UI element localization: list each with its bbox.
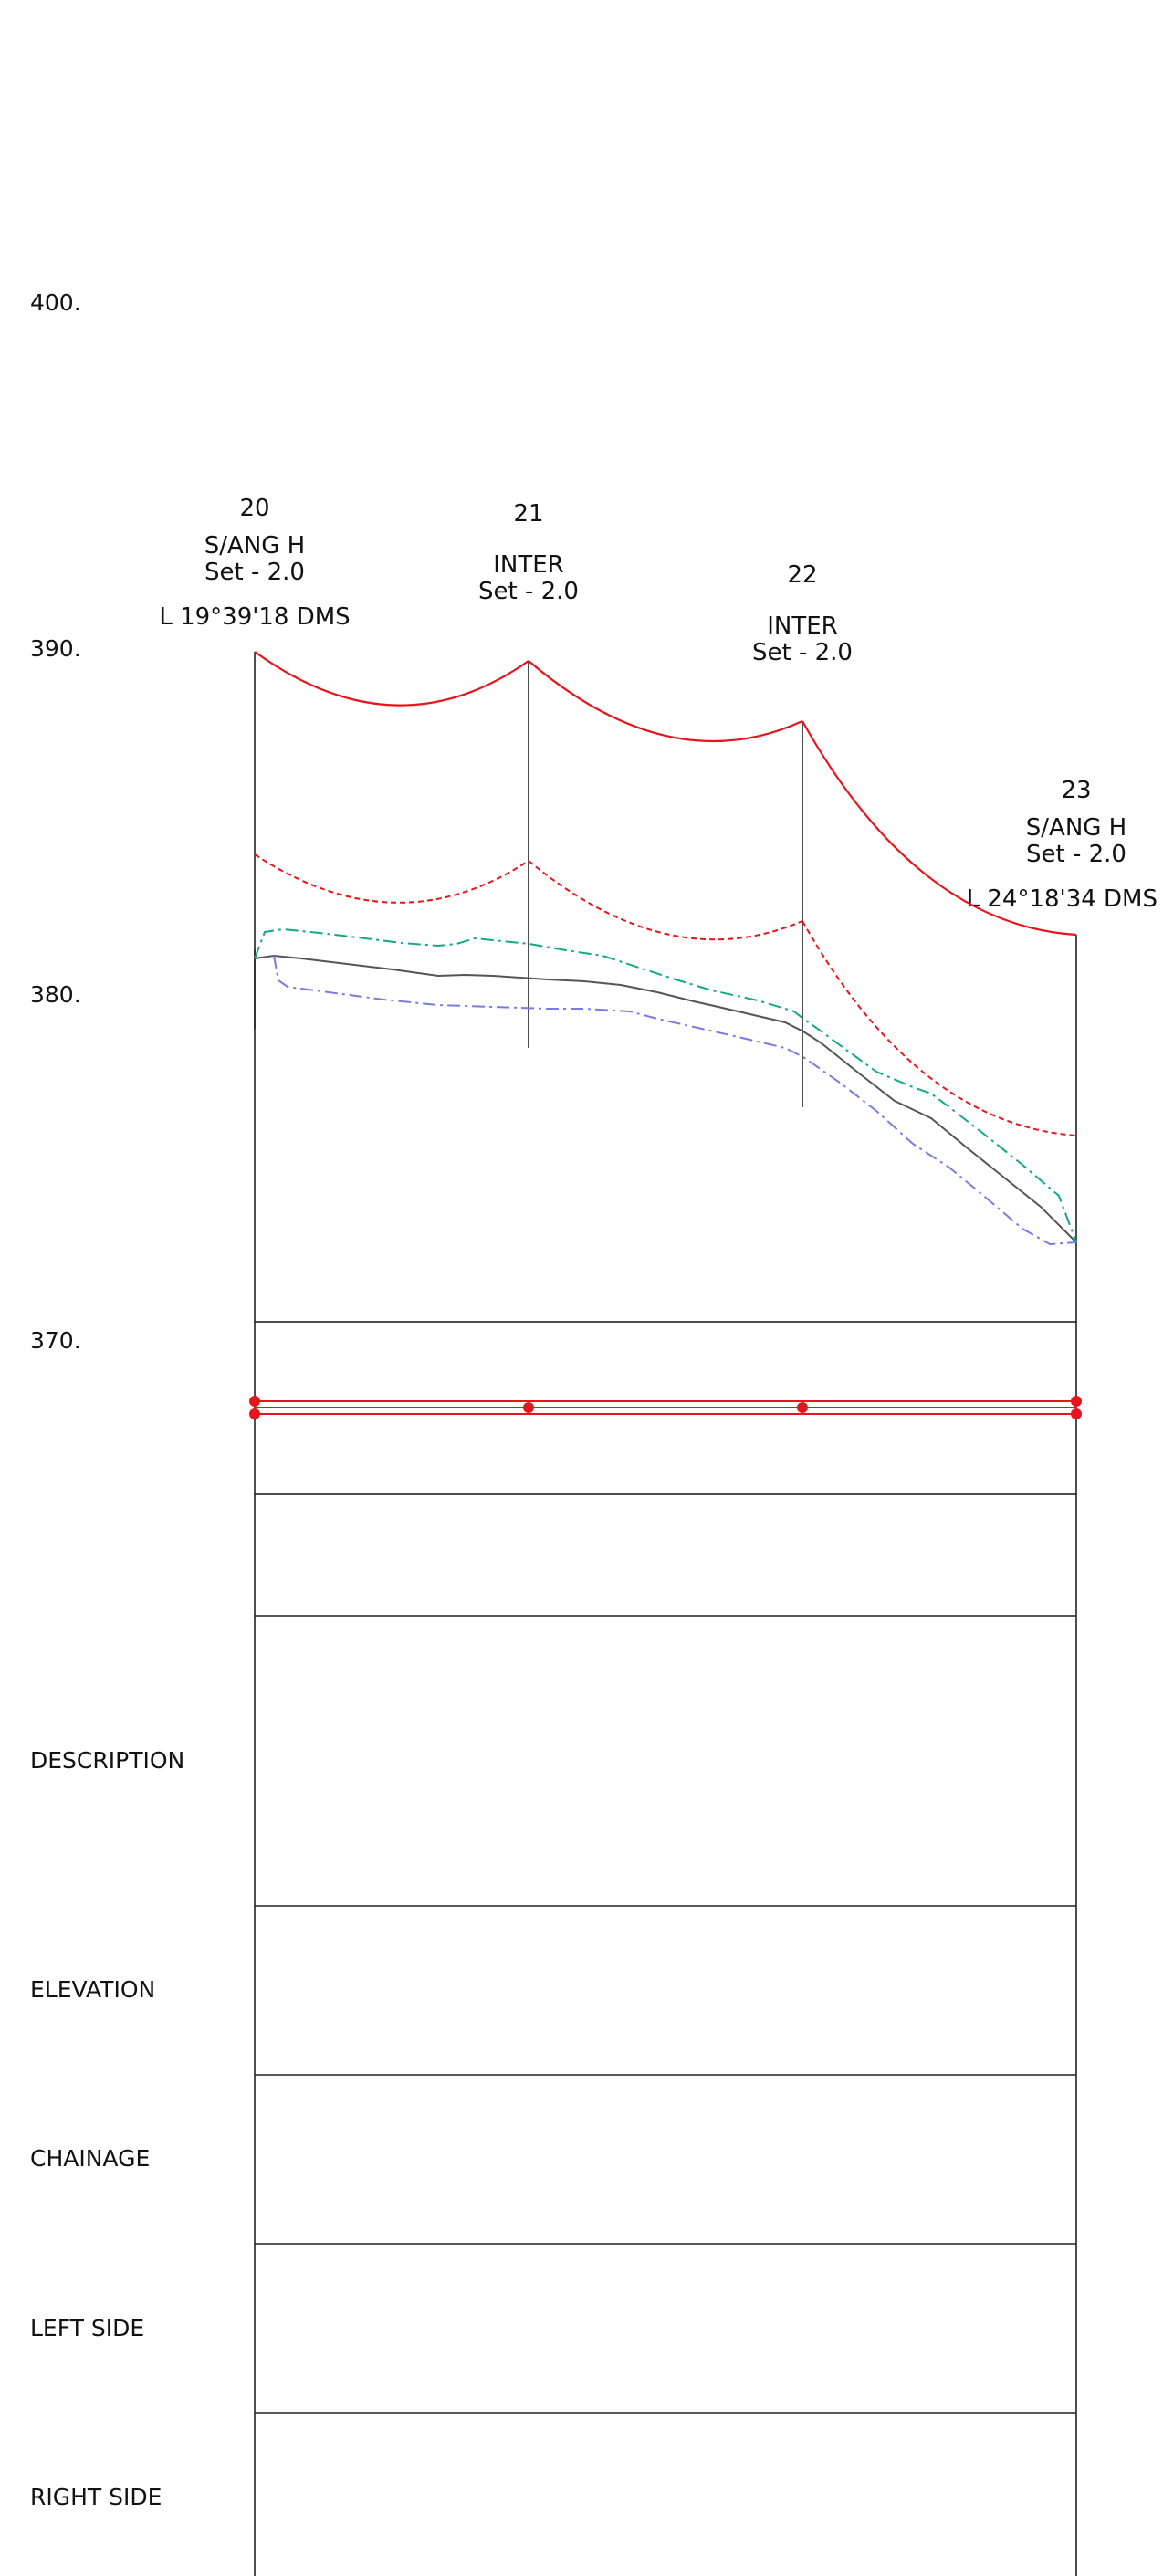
pole-number: 22 — [787, 561, 817, 589]
elevation-axis: 400. 390. 380. 370. — [30, 289, 81, 1354]
upper-offset-profile — [254, 927, 1077, 1243]
pole-number: 21 — [513, 500, 543, 528]
conductor-span-20-21 — [254, 651, 529, 707]
lower-offset-profile — [273, 955, 1077, 1246]
pole-21-annotation: 21 INTER Set - 2.0 — [478, 500, 579, 605]
pole-22-annotation: 22 INTER Set - 2.0 — [752, 561, 853, 666]
pole-angle: L 24°18'34 DMS — [967, 885, 1158, 913]
data-grid — [254, 1321, 1077, 2576]
pole-type: INTER — [493, 551, 564, 579]
pole-marker — [249, 1408, 260, 1419]
pole-angle: L 19°39'18 DMS — [159, 603, 350, 631]
pole-setting: Set - 2.0 — [478, 578, 579, 605]
pole-type: INTER — [767, 613, 838, 640]
clearance-profile — [254, 853, 1077, 1136]
ground-profile — [254, 954, 1077, 1243]
clearance-span-22-23 — [802, 920, 1077, 1136]
row-label-left-side: LEFT SIDE — [30, 2315, 144, 2341]
pole-setting: Set - 2.0 — [1026, 841, 1126, 868]
pole-number: 20 — [239, 495, 269, 522]
cable-lines — [255, 1400, 1076, 1415]
clearance-span-20-21 — [254, 853, 529, 904]
row-labels: DESCRIPTION ELEVATION CHAINAGE LEFT SIDE… — [30, 1747, 184, 2510]
pole-marker — [1071, 1408, 1082, 1419]
pole-setting: Set - 2.0 — [752, 639, 853, 666]
elevation-tick-390: 390. — [30, 635, 81, 662]
elevation-tick-400: 400. — [30, 289, 81, 316]
pole-marker — [249, 1396, 260, 1407]
pole-23-annotation: 23 S/ANG H Set - 2.0 L 24°18'34 DMS — [967, 777, 1158, 913]
elevation-tick-380: 380. — [30, 981, 81, 1008]
pole-lines — [254, 652, 1077, 1322]
pole-type: S/ANG H — [204, 532, 305, 560]
row-label-right-side: RIGHT SIDE — [30, 2484, 162, 2510]
pole-marker — [797, 1402, 808, 1413]
pole-marker — [1071, 1396, 1082, 1407]
pole-setting: Set - 2.0 — [204, 559, 305, 586]
conductor-span-22-23 — [802, 720, 1077, 937]
clearance-span-21-22 — [528, 860, 803, 941]
cable-markers — [249, 1396, 1082, 1419]
pole-marker — [523, 1402, 534, 1413]
elevation-tick-370: 370. — [30, 1327, 81, 1354]
pole-type: S/ANG H — [1026, 814, 1126, 842]
row-label-description: DESCRIPTION — [30, 1747, 184, 1774]
conductor-span-21-22 — [528, 660, 803, 743]
conductor-profile — [254, 651, 1077, 937]
row-label-chainage: CHAINAGE — [30, 2145, 150, 2172]
pole-number: 23 — [1061, 777, 1091, 804]
pole-20-annotation: 20 S/ANG H Set - 2.0 L 19°39'18 DMS — [159, 495, 350, 631]
row-label-elevation: ELEVATION — [30, 1976, 155, 2003]
